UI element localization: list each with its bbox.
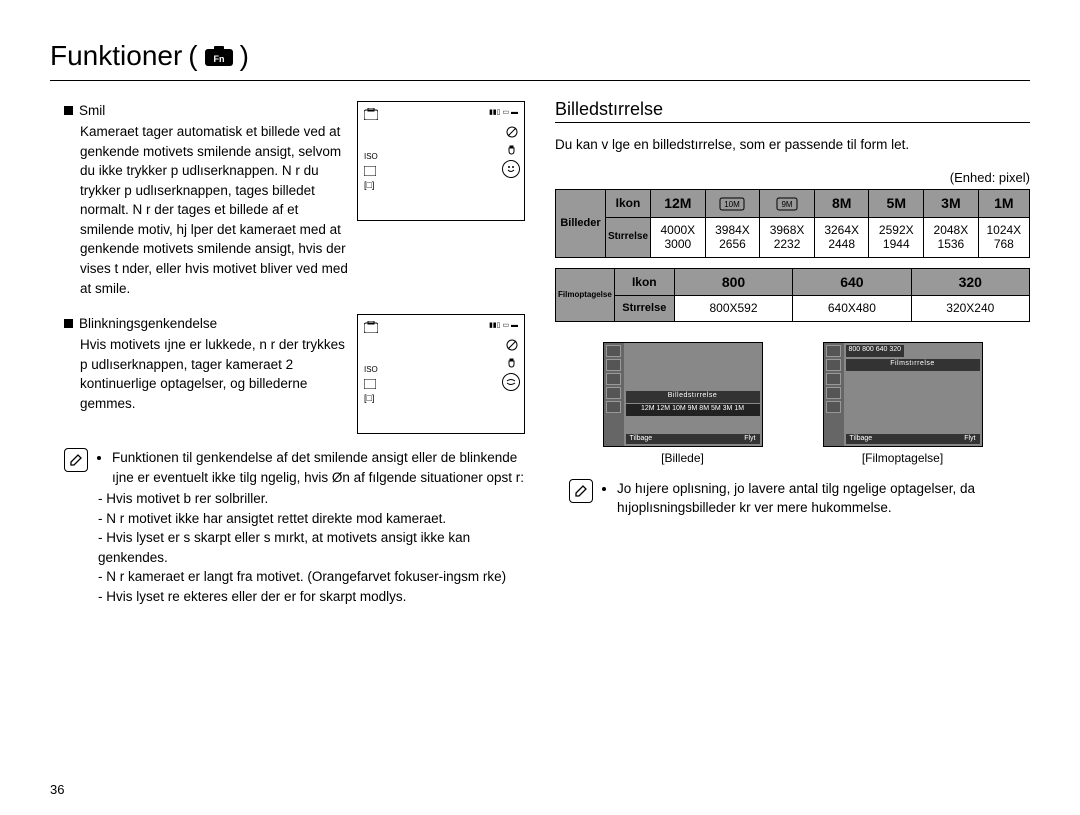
size-cell: 4000X 3000	[651, 217, 706, 257]
page-title-text: Funktioner	[50, 40, 182, 72]
iso-icon: ISO	[364, 152, 378, 161]
video-size-cell: 320X240	[911, 296, 1029, 321]
preview-options-row: 12M 12M 10M 9M 8M 5M 3M 1M	[626, 404, 760, 416]
square-bullet-icon	[64, 106, 73, 115]
preview-label-bar: Filmstırrelse	[846, 359, 980, 371]
left-note: Funktionen til genkendelse af det smilen…	[50, 448, 525, 607]
blink-heading-text: Blinkningsgenkendelse	[79, 316, 217, 331]
size-cell: 3984X 2656	[705, 217, 760, 257]
note-item: N r kameraet er langt fra motivet. (Oran…	[98, 567, 525, 587]
page-title-paren-close: )	[240, 40, 249, 72]
left-column: Smil Kameraet tager automatisk et billed…	[50, 99, 525, 607]
note-item: Hvis lyset er s skarpt eller s mırkt, at…	[98, 528, 525, 567]
svg-text:10M: 10M	[725, 200, 741, 209]
preview-move: Flyt	[964, 435, 975, 442]
video-icon: 640	[793, 268, 911, 296]
iso-icon: ISO	[364, 365, 378, 374]
bracket-icon	[364, 166, 376, 178]
size-head: Stırrelse	[606, 217, 651, 257]
note-item: Hvis lyset re ekteres eller der er for s…	[98, 587, 525, 607]
note-item: Hvis motivet b rer solbriller.	[98, 489, 525, 509]
section-rule	[555, 122, 1030, 123]
status-bar-icon: ▮▮▯ ▭ ▬	[489, 321, 518, 329]
status-bar-icon: ▮▮▯ ▭ ▬	[489, 108, 518, 116]
preview-side-icons	[604, 343, 624, 446]
video-size-cell: 800X592	[674, 296, 792, 321]
size-head: Stırrelse	[614, 296, 674, 321]
size-icon: 3M	[924, 190, 979, 218]
hand-icon	[506, 357, 518, 371]
smile-detect-icon	[502, 160, 520, 178]
hand-icon	[506, 144, 518, 158]
unit-label: (Enhed: pixel)	[555, 170, 1030, 185]
title-rule	[50, 80, 1030, 81]
image-size-heading: Billedstırrelse	[555, 99, 1030, 120]
mode-icon	[364, 108, 378, 122]
page-number: 36	[50, 782, 64, 797]
note-pencil-icon	[569, 479, 593, 503]
film-preview: 800 800 640 320 Filmstırrelse Tilbage Fl…	[823, 342, 983, 465]
size-cell: 2592X 1944	[869, 217, 924, 257]
ikon-head: Ikon	[606, 190, 651, 218]
billede-preview: Billedstırrelse 12M 12M 10M 9M 8M 5M 3M …	[603, 342, 763, 465]
image-size-intro: Du kan v lge en billedstırrelse, som er …	[555, 137, 1030, 152]
right-note: Jo hıjere oplısning, jo lavere antal til…	[555, 479, 1030, 518]
smil-body: Kameraet tager automatisk et billede ved…	[80, 122, 349, 298]
video-group-head: Filmoptagelse	[556, 268, 615, 321]
bracket-icon	[364, 379, 376, 391]
preview-back: Tilbage	[850, 435, 873, 442]
video-icon: 320	[911, 268, 1029, 296]
note-item: N r motivet ikke har ansigtet rettet dir…	[98, 509, 525, 529]
blink-section: Blinkningsgenkendelse Hvis motivets ıjne…	[50, 312, 525, 434]
image-group-head: Billeder	[556, 190, 606, 258]
size-cell: 3264X 2448	[814, 217, 869, 257]
page-title: Funktioner ( Fn )	[50, 40, 1030, 72]
note-intro: Funktionen til genkendelse af det smilen…	[112, 448, 525, 487]
size-icon: 10M	[705, 190, 760, 218]
video-icon: 800	[674, 268, 792, 296]
blink-screen-preview: ▮▮▯ ▭ ▬ ISO [□]	[357, 314, 525, 434]
smil-heading-text: Smil	[79, 103, 105, 118]
right-note-text: Jo hıjere oplısning, jo lavere antal til…	[617, 479, 1030, 518]
preview-top-options: 800 800 640 320	[846, 345, 905, 357]
no-flash-icon	[506, 339, 518, 353]
size-cell: 2048X 1536	[924, 217, 979, 257]
size-icon: 12M	[651, 190, 706, 218]
image-size-table: Billeder Ikon 12M 10M 9M 8M 5M 3M 1M Stı…	[555, 189, 1030, 258]
smil-heading: Smil	[64, 103, 349, 118]
preview-label-bar: Billedstırrelse	[626, 391, 760, 403]
blink-detect-icon	[502, 373, 520, 391]
square-bullet-icon	[64, 319, 73, 328]
blink-body: Hvis motivets ıjne er lukkede, n r der t…	[80, 335, 349, 413]
preview-side-icons	[824, 343, 844, 446]
svg-text:Fn: Fn	[213, 54, 224, 64]
page-title-paren-open: (	[188, 40, 197, 72]
note-pencil-icon	[64, 448, 88, 472]
video-size-cell: 640X480	[793, 296, 911, 321]
size-icon: 9M	[760, 190, 815, 218]
center-focus-icon: [□]	[364, 180, 374, 190]
size-icon: 5M	[869, 190, 924, 218]
ikon-head: Ikon	[614, 268, 674, 296]
preview-back: Tilbage	[630, 435, 653, 442]
svg-text:9M: 9M	[781, 200, 792, 209]
smil-screen-preview: ▮▮▯ ▭ ▬ ISO [□]	[357, 101, 525, 221]
size-cell: 1024X 768	[978, 217, 1029, 257]
right-column: Billedstırrelse Du kan v lge en billedst…	[555, 99, 1030, 607]
preview-move: Flyt	[744, 435, 755, 442]
size-cell: 3968X 2232	[760, 217, 815, 257]
video-size-table: Filmoptagelse Ikon 800 640 320 Stırrelse…	[555, 268, 1030, 322]
film-caption: [Filmoptagelse]	[823, 451, 983, 465]
size-icon: 1M	[978, 190, 1029, 218]
size-icon: 8M	[814, 190, 869, 218]
no-flash-icon	[506, 126, 518, 140]
blink-heading: Blinkningsgenkendelse	[64, 316, 349, 331]
center-focus-icon: [□]	[364, 393, 374, 403]
smil-section: Smil Kameraet tager automatisk et billed…	[50, 99, 525, 298]
billede-caption: [Billede]	[603, 451, 763, 465]
mode-icon	[364, 321, 378, 335]
fn-camera-icon: Fn	[204, 45, 234, 67]
